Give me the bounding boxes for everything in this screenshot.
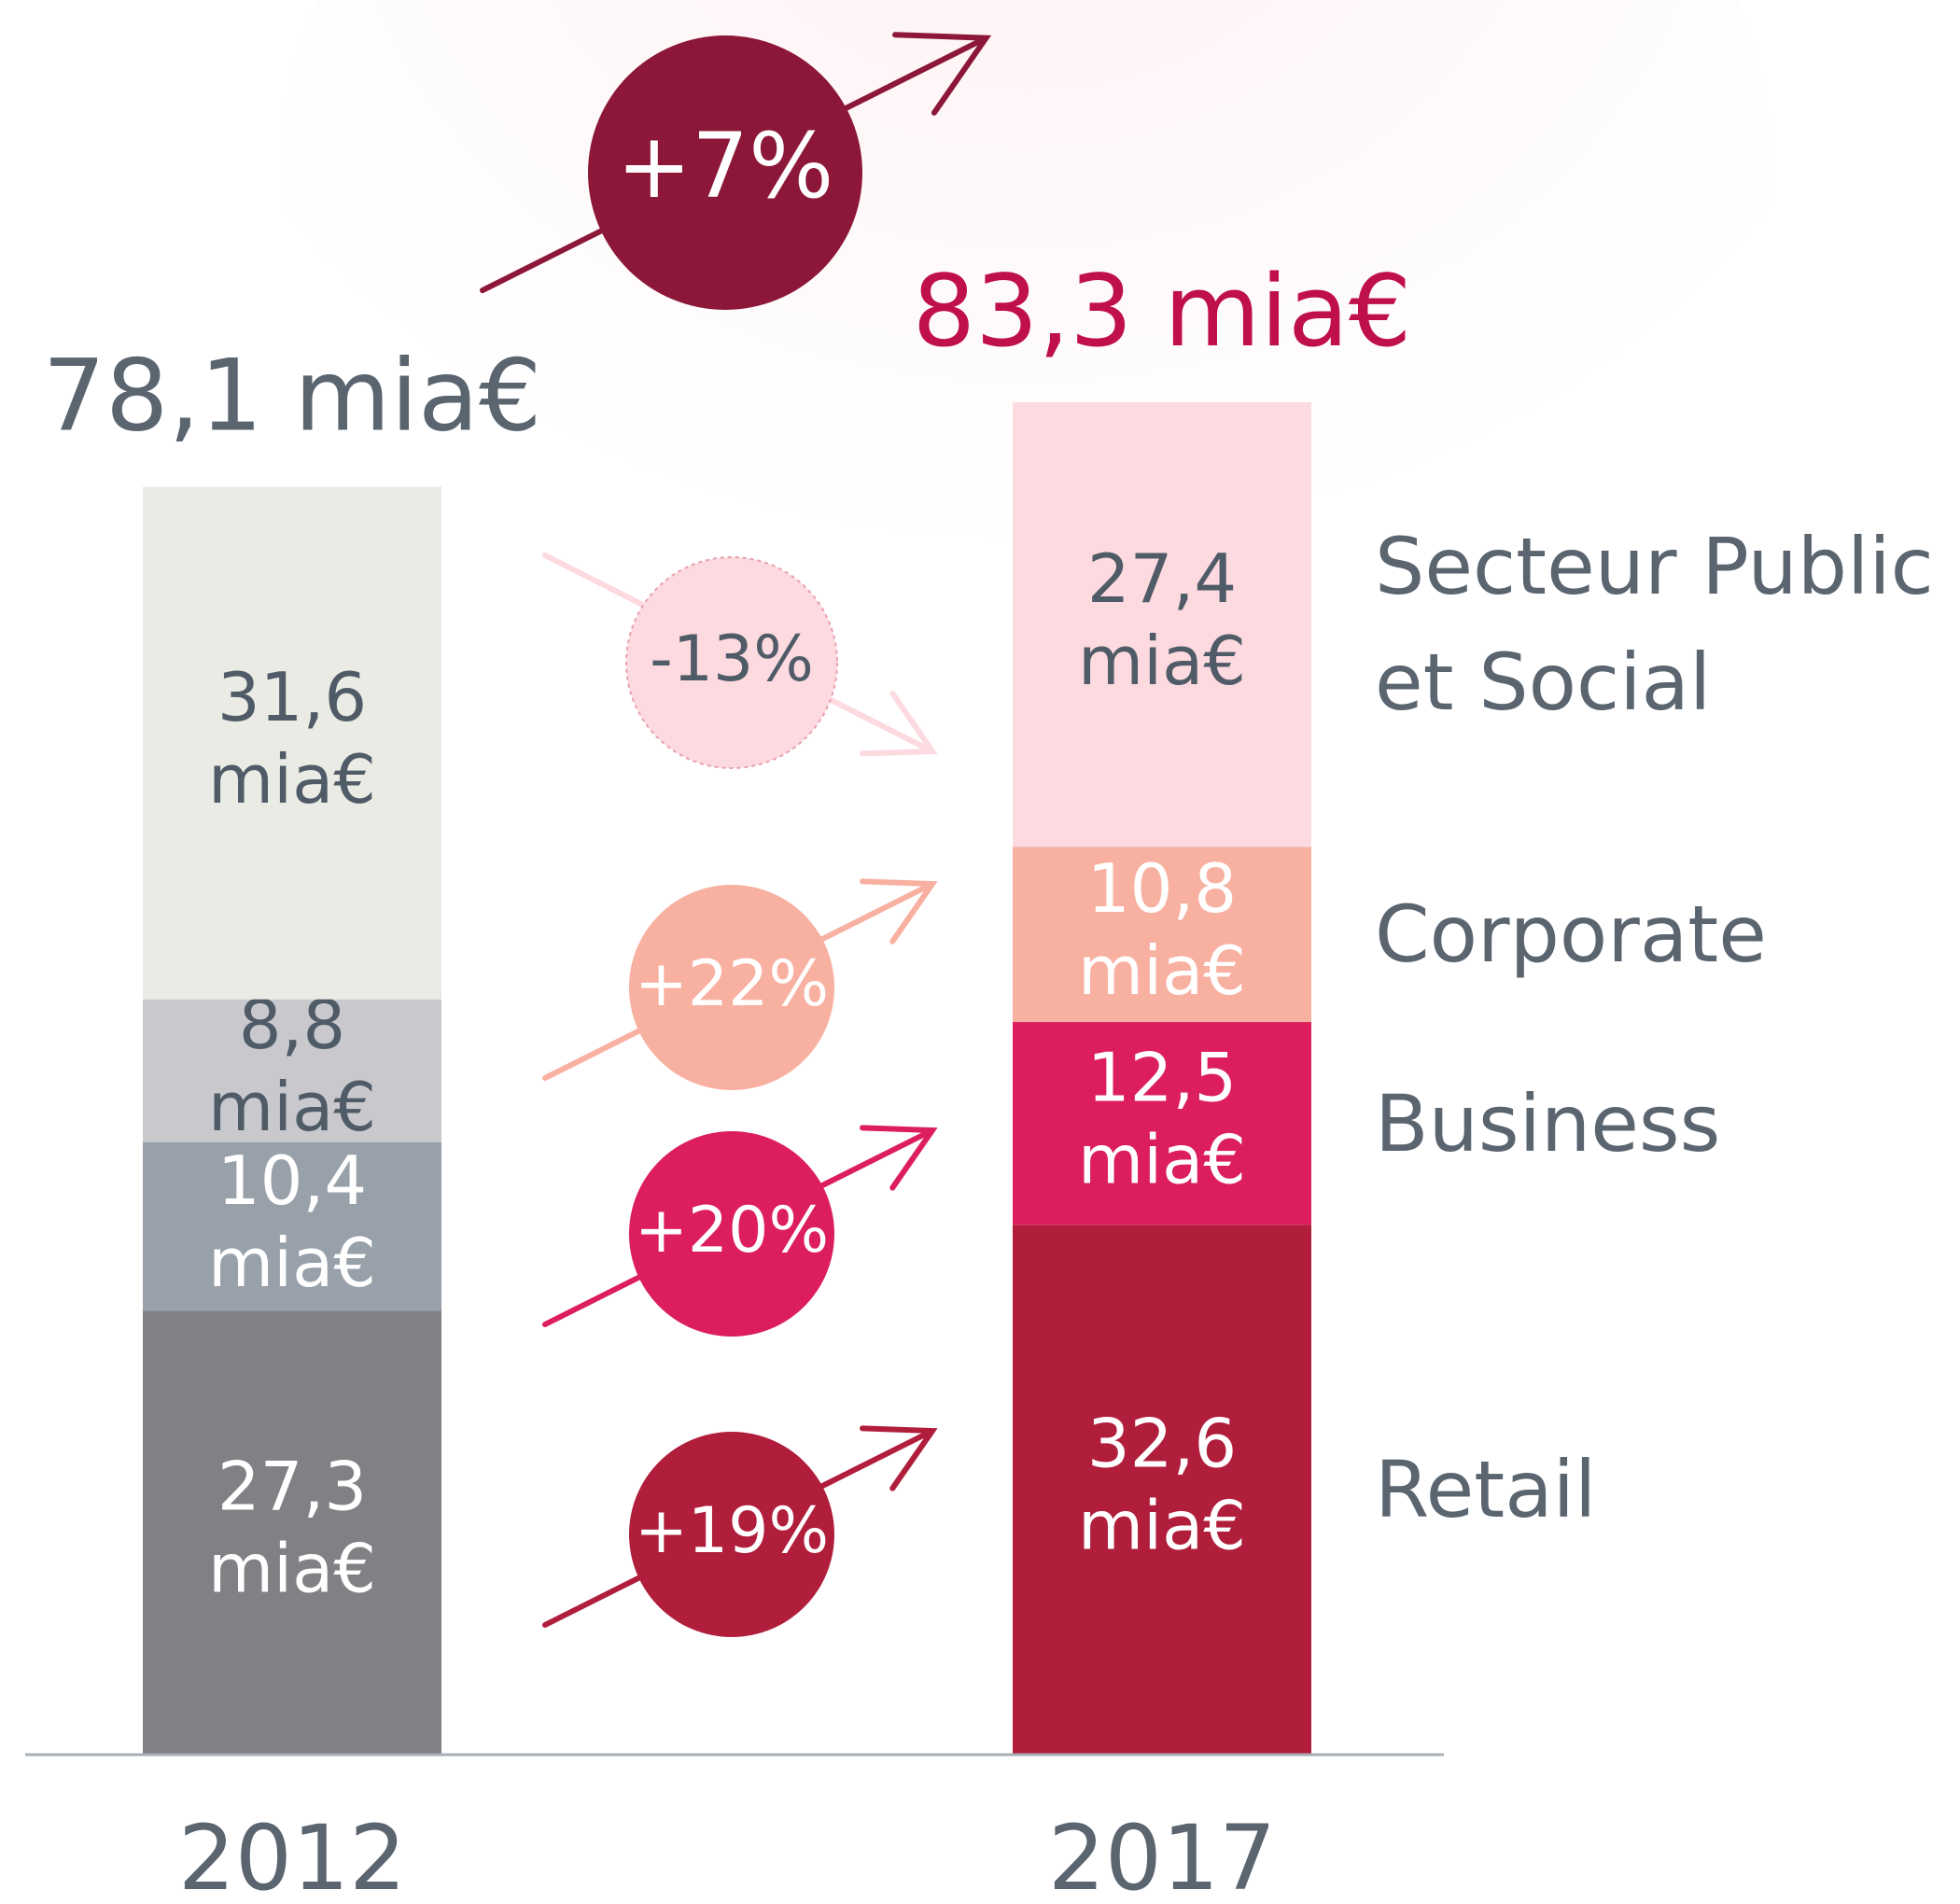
change-label: +19% <box>635 1494 829 1568</box>
bar-segment <box>143 999 441 1142</box>
bar-segment <box>1013 847 1311 1023</box>
legend-label: Retail <box>1375 1443 1597 1535</box>
value-label: 27,4 mia€ <box>1078 539 1246 700</box>
total-label: 83,3 mia€ <box>913 254 1412 369</box>
total-change-label: +7% <box>617 114 834 218</box>
value-label: 27,3 mia€ <box>208 1447 376 1607</box>
value-label: 10,8 mia€ <box>1078 849 1246 1010</box>
x-tick-label: 2012 <box>178 1806 406 1904</box>
x-tick-label: 2017 <box>1048 1806 1276 1904</box>
bar-segment <box>143 1310 441 1754</box>
change-circle <box>629 1131 834 1337</box>
change-label: +22% <box>635 947 829 1021</box>
value-label: 10,4 mia€ <box>208 1141 376 1302</box>
value-label: 12,5 mia€ <box>1078 1038 1246 1198</box>
change-label: +20% <box>635 1194 829 1267</box>
bar-segment <box>143 486 441 1000</box>
change-circle <box>629 1432 834 1637</box>
bar-segment <box>1013 1022 1311 1225</box>
bar-segment <box>143 1141 441 1311</box>
value-label: 31,6 mia€ <box>208 658 376 819</box>
legend-label: Corporate <box>1375 889 1767 981</box>
change-label: -13% <box>650 623 814 696</box>
change-circle <box>625 556 838 769</box>
total-change-circle <box>588 35 862 310</box>
legend-label: Secteur Public et Social <box>1375 521 1934 729</box>
bar-segment <box>1013 402 1311 847</box>
total-label: 78,1 mia€ <box>43 338 542 453</box>
change-circle <box>629 885 834 1090</box>
legend-label: Business <box>1375 1077 1721 1169</box>
value-label: 32,6 mia€ <box>1078 1404 1246 1564</box>
bar-segment <box>1013 1225 1311 1754</box>
